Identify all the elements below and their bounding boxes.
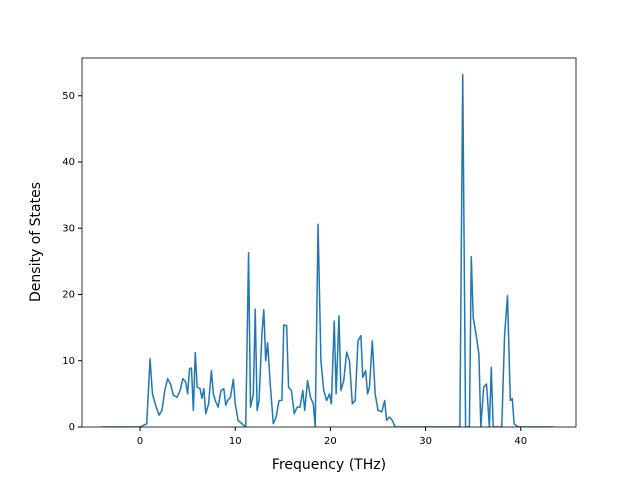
x-tick-label: 20 xyxy=(324,436,337,447)
y-tick-label: 20 xyxy=(62,290,75,301)
y-tick-label: 0 xyxy=(69,422,75,433)
x-tick-label: 0 xyxy=(137,436,143,447)
x-axis-label: Frequency (THz) xyxy=(272,457,386,473)
y-tick-label: 40 xyxy=(62,157,75,168)
y-tick-label: 30 xyxy=(62,223,75,234)
x-tick-label: 30 xyxy=(419,436,432,447)
data-line xyxy=(101,73,554,427)
y-tick-label: 10 xyxy=(62,356,75,367)
y-tick-label: 50 xyxy=(62,91,75,102)
x-tick-label: 40 xyxy=(514,436,527,447)
x-tick-label: 10 xyxy=(229,436,242,447)
plot-frame xyxy=(81,57,577,428)
y-axis-label: Density of States xyxy=(28,182,44,302)
